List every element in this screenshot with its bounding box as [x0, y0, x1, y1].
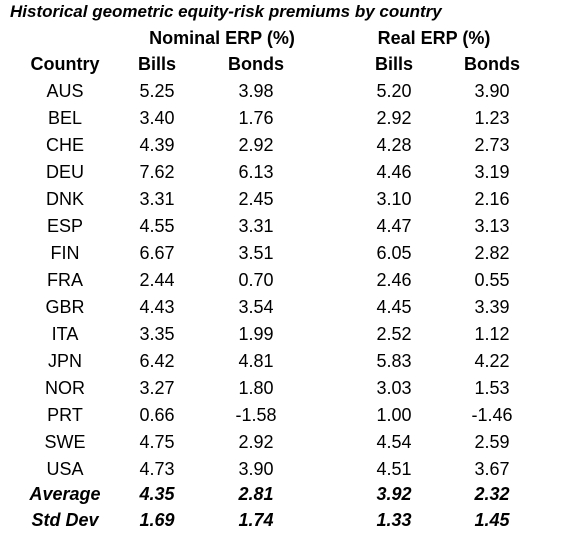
row-label: CHE — [45, 135, 85, 155]
table-cell: 1.80 — [238, 378, 274, 398]
row-label: SWE — [44, 432, 86, 452]
group-header: Real ERP (%) — [377, 28, 491, 48]
table-cell: 1.23 — [474, 108, 510, 128]
column-header: Bills — [137, 54, 177, 74]
table-cell: 2.73 — [474, 135, 510, 155]
table-cell: 1.99 — [238, 324, 274, 344]
table-cell: 3.27 — [139, 378, 175, 398]
table-cell: 3.40 — [139, 108, 175, 128]
summary-cell: 3.92 — [376, 484, 412, 504]
row-label: ITA — [51, 324, 79, 344]
table-cell: 4.81 — [238, 351, 274, 371]
table-cell: 4.47 — [376, 216, 412, 236]
table-cell: 3.67 — [474, 459, 510, 479]
table-cell: 4.51 — [376, 459, 412, 479]
table-cell: 2.52 — [376, 324, 412, 344]
table-cell: 4.28 — [376, 135, 412, 155]
column-header: Bonds — [228, 54, 284, 74]
table-cell: -1.58 — [235, 405, 277, 425]
summary-cell: 2.32 — [474, 484, 510, 504]
row-label: AUS — [46, 81, 84, 101]
summary-cell: 1.69 — [139, 510, 175, 530]
table-cell: 3.51 — [238, 243, 274, 263]
table-cell: 2.92 — [376, 108, 412, 128]
summary-cell: 1.33 — [376, 510, 412, 530]
row-label: BEL — [47, 108, 83, 128]
table-cell: 3.90 — [238, 459, 274, 479]
table-cell: 0.70 — [238, 270, 274, 290]
table-cell: 6.05 — [376, 243, 412, 263]
table-cell: 0.66 — [139, 405, 175, 425]
row-label: DEU — [45, 162, 85, 182]
table-cell: 2.44 — [139, 270, 175, 290]
group-header: Nominal ERP (%) — [149, 28, 295, 48]
table-cell: 5.25 — [139, 81, 175, 101]
table-cell: 4.54 — [376, 432, 412, 452]
table-cell: 3.10 — [376, 189, 412, 209]
table-cell: 0.55 — [474, 270, 510, 290]
row-label: FRA — [47, 270, 83, 290]
table-cell: 1.12 — [474, 324, 510, 344]
table-cell: 1.53 — [474, 378, 510, 398]
table-cell: 6.67 — [139, 243, 175, 263]
table-cell: 4.55 — [139, 216, 175, 236]
table-cell: 3.31 — [139, 189, 175, 209]
table-cell: 5.20 — [376, 81, 412, 101]
table-cell: 3.54 — [238, 297, 274, 317]
table-cell: 2.92 — [238, 135, 274, 155]
table-cell: 3.98 — [238, 81, 274, 101]
table-cell: 3.31 — [238, 216, 274, 236]
table-cell: 1.76 — [238, 108, 274, 128]
column-header: Bonds — [464, 54, 520, 74]
table-cell: 6.42 — [139, 351, 175, 371]
row-label: ESP — [46, 216, 84, 236]
summary-label: Std Dev — [31, 510, 99, 530]
summary-cell: 1.45 — [474, 510, 510, 530]
table-cell: 7.62 — [139, 162, 175, 182]
table-cell: 2.82 — [474, 243, 510, 263]
table-cell: 4.46 — [376, 162, 412, 182]
row-label: NOR — [45, 378, 85, 398]
table-cell: 4.75 — [139, 432, 175, 452]
table-title: Historical geometric equity-risk premium… — [10, 2, 442, 21]
row-label: USA — [46, 459, 84, 479]
table-cell: 3.03 — [376, 378, 412, 398]
table-cell: 4.43 — [139, 297, 175, 317]
table-cell: -1.46 — [471, 405, 513, 425]
table-cell: 2.46 — [376, 270, 412, 290]
table-cell: 6.13 — [238, 162, 274, 182]
row-label: JPN — [47, 351, 83, 371]
table-cell: 3.90 — [474, 81, 510, 101]
summary-label: Average — [29, 484, 101, 504]
table-cell: 3.19 — [474, 162, 510, 182]
table-cell: 3.35 — [139, 324, 175, 344]
table-cell: 2.59 — [474, 432, 510, 452]
table-cell: 4.73 — [139, 459, 175, 479]
table-cell: 5.83 — [376, 351, 412, 371]
row-label: PRT — [47, 405, 83, 425]
row-label: GBR — [45, 297, 85, 317]
table-cell: 4.45 — [376, 297, 412, 317]
summary-cell: 2.81 — [238, 484, 274, 504]
table-cell: 1.00 — [376, 405, 412, 425]
row-label: DNK — [45, 189, 85, 209]
row-label: FIN — [50, 243, 80, 263]
table-cell: 3.13 — [474, 216, 510, 236]
column-header: Country — [30, 54, 100, 74]
column-header: Bills — [374, 54, 414, 74]
table-cell: 2.92 — [238, 432, 274, 452]
table-cell: 2.16 — [474, 189, 510, 209]
summary-cell: 1.74 — [238, 510, 274, 530]
table-cell: 2.45 — [238, 189, 274, 209]
table-cell: 3.39 — [474, 297, 510, 317]
table-cell: 4.22 — [474, 351, 510, 371]
table-cell: 4.39 — [139, 135, 175, 155]
summary-cell: 4.35 — [139, 484, 175, 504]
